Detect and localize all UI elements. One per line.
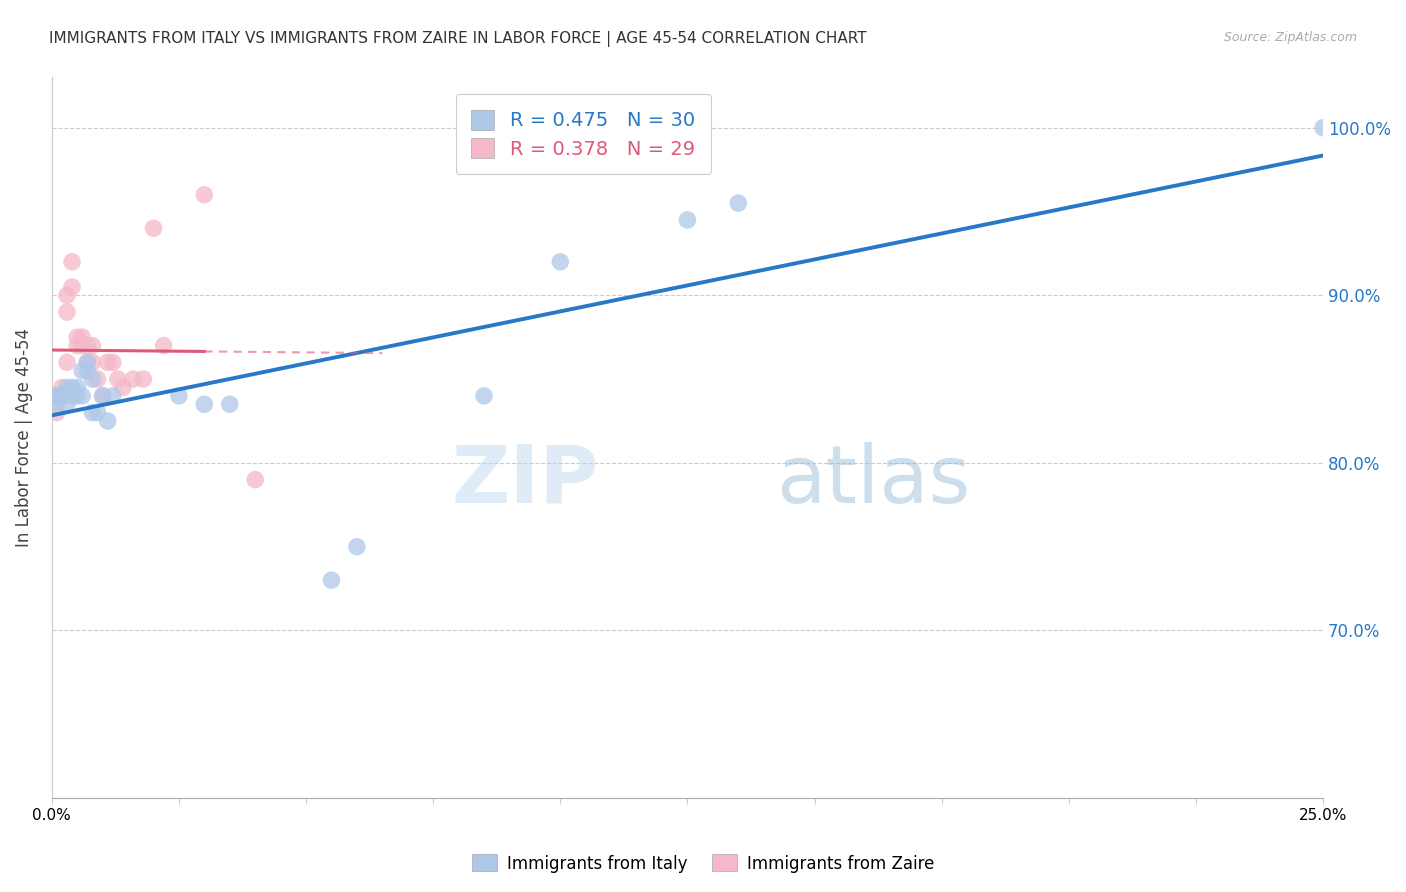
Point	[91, 389, 114, 403]
Point	[51, 389, 73, 403]
Point	[76, 338, 98, 352]
Point	[51, 389, 73, 403]
Point	[727, 196, 749, 211]
Point	[193, 397, 215, 411]
Point	[45, 389, 67, 403]
Point	[60, 280, 83, 294]
Legend: Immigrants from Italy, Immigrants from Zaire: Immigrants from Italy, Immigrants from Z…	[465, 847, 941, 880]
Point	[152, 338, 174, 352]
Point	[193, 187, 215, 202]
Point	[72, 338, 94, 352]
Text: IMMIGRANTS FROM ITALY VS IMMIGRANTS FROM ZAIRE IN LABOR FORCE | AGE 45-54 CORREL: IMMIGRANTS FROM ITALY VS IMMIGRANTS FROM…	[49, 31, 868, 47]
Point	[82, 372, 104, 386]
Point	[76, 355, 98, 369]
Point	[56, 397, 79, 411]
Point	[107, 372, 129, 386]
Point	[321, 573, 343, 587]
Point	[97, 355, 120, 369]
Point	[66, 338, 89, 352]
Point	[60, 380, 83, 394]
Text: ZIP: ZIP	[451, 442, 599, 520]
Point	[45, 397, 67, 411]
Point	[45, 406, 67, 420]
Point	[51, 389, 73, 403]
Y-axis label: In Labor Force | Age 45-54: In Labor Force | Age 45-54	[15, 328, 32, 548]
Point	[66, 330, 89, 344]
Point	[97, 414, 120, 428]
Point	[56, 305, 79, 319]
Point	[111, 380, 134, 394]
Point	[56, 288, 79, 302]
Point	[167, 389, 190, 403]
Point	[122, 372, 145, 386]
Point	[142, 221, 165, 235]
Point	[86, 372, 108, 386]
Point	[550, 254, 572, 268]
Point	[60, 254, 83, 268]
Point	[101, 389, 124, 403]
Point	[72, 330, 94, 344]
Point	[60, 389, 83, 403]
Point	[101, 355, 124, 369]
Legend: R = 0.475   N = 30, R = 0.378   N = 29: R = 0.475 N = 30, R = 0.378 N = 29	[456, 95, 710, 174]
Text: Source: ZipAtlas.com: Source: ZipAtlas.com	[1223, 31, 1357, 45]
Point	[56, 380, 79, 394]
Point	[72, 389, 94, 403]
Point	[51, 380, 73, 394]
Point	[66, 389, 89, 403]
Point	[676, 213, 699, 227]
Point	[56, 355, 79, 369]
Text: atlas: atlas	[776, 442, 970, 520]
Point	[243, 473, 266, 487]
Point	[76, 355, 98, 369]
Point	[132, 372, 155, 386]
Point	[76, 364, 98, 378]
Point	[1312, 120, 1334, 135]
Point	[82, 406, 104, 420]
Point	[86, 406, 108, 420]
Point	[82, 355, 104, 369]
Point	[66, 380, 89, 394]
Point	[82, 338, 104, 352]
Point	[91, 389, 114, 403]
Point	[72, 364, 94, 378]
Point	[45, 389, 67, 403]
Point	[218, 397, 240, 411]
Point	[346, 540, 368, 554]
Point	[472, 389, 495, 403]
